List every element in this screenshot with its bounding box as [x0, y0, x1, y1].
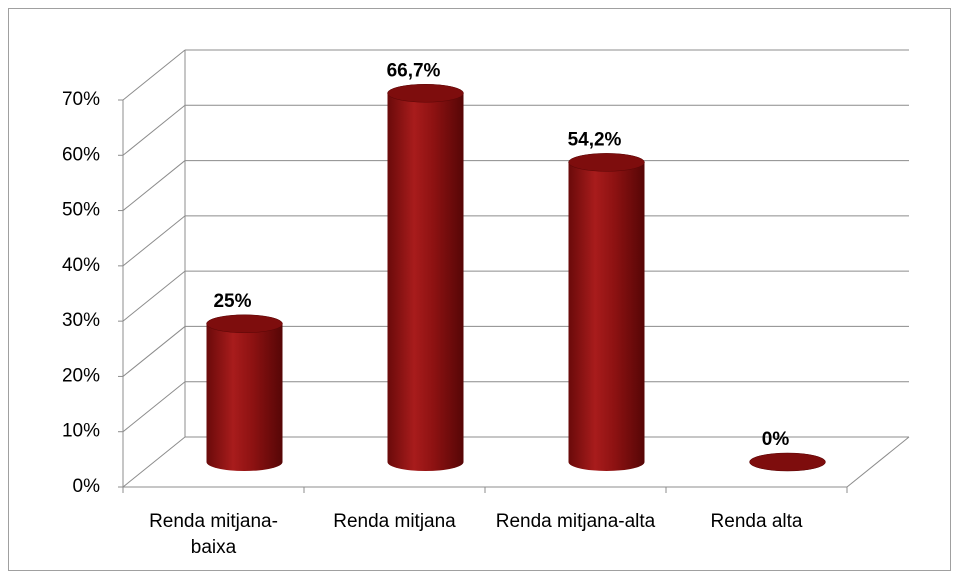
chart-border	[8, 8, 951, 571]
y-tick-label: 30%	[62, 310, 100, 331]
grid-line-side	[122, 270, 186, 322]
y-tick-label: 0%	[73, 476, 101, 497]
x-tick-label: Renda mitjana	[333, 511, 456, 532]
value-label: 25%	[213, 291, 251, 312]
x-tick-label: Renda mitjana-baixa	[149, 511, 278, 558]
grid-line-side	[122, 436, 186, 488]
y-tick-label: 50%	[62, 200, 100, 221]
grid-line-side	[122, 160, 186, 211]
bar-top	[387, 83, 464, 103]
grid-line-side	[122, 49, 186, 101]
grid-line-side	[122, 326, 186, 377]
y-tick-label: 10%	[62, 421, 100, 442]
value-label: 0%	[762, 429, 790, 450]
floor-right-edge	[846, 436, 910, 488]
y-tick-label: 20%	[62, 365, 100, 386]
x-tick-label: Renda alta	[710, 511, 803, 532]
bar-top	[749, 452, 826, 472]
bar	[206, 314, 283, 471]
x-tick-label: Renda mitjana-alta	[495, 511, 656, 532]
value-label: 54,2%	[568, 129, 622, 150]
bar	[568, 153, 645, 471]
y-tick-label: 60%	[62, 144, 100, 165]
value-label: 66,7%	[387, 60, 441, 81]
bar-top	[206, 314, 283, 334]
grid-line-side	[122, 104, 186, 156]
y-tick-label: 40%	[62, 255, 100, 276]
grid-line-side	[122, 215, 186, 267]
y-tick-label: 70%	[62, 89, 100, 110]
bar	[387, 84, 464, 471]
grid-line-side	[122, 381, 186, 433]
bar-top	[568, 153, 645, 172]
